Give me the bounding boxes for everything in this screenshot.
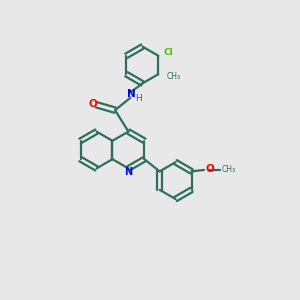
- Text: N: N: [127, 89, 136, 99]
- Text: CH₃: CH₃: [167, 72, 181, 81]
- Text: CH₃: CH₃: [222, 165, 236, 174]
- Text: Cl: Cl: [164, 48, 173, 57]
- Text: H: H: [135, 94, 142, 103]
- Text: N: N: [124, 167, 133, 177]
- Text: O: O: [206, 164, 214, 174]
- Text: O: O: [89, 99, 98, 109]
